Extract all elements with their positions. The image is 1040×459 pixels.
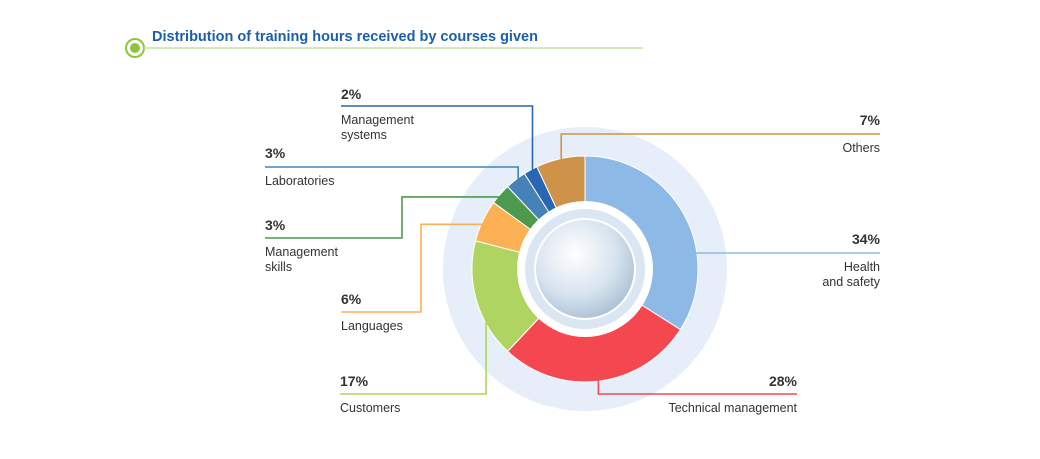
- slice-value-management-systems: 2%: [341, 86, 362, 102]
- leader-line-management-systems: [341, 105, 534, 174]
- slice-value-laboratories: 3%: [265, 145, 286, 161]
- slice-value-others: 7%: [860, 112, 881, 128]
- leader-line-languages: [341, 223, 490, 313]
- slice-label-languages: Languages: [341, 319, 403, 333]
- slice-label-laboratories: Laboratories: [265, 174, 335, 188]
- slice-label-management-skills: skills: [265, 260, 292, 274]
- slice-value-health-and-safety: 34%: [852, 231, 881, 247]
- slice-label-health-and-safety: and safety: [822, 275, 880, 289]
- chart-header: Distribution of training hours received …: [125, 29, 643, 58]
- leader-line-technical-management: [597, 375, 797, 395]
- leader-line-management-skills: [265, 196, 504, 239]
- leader-lines: [265, 105, 880, 395]
- slice-label-technical-management: Technical management: [668, 401, 797, 415]
- leader-line-laboratories: [265, 166, 519, 183]
- slice-label-management-skills: Management: [265, 245, 338, 259]
- slice-value-technical-management: 28%: [769, 373, 798, 389]
- leader-line-others: [560, 133, 880, 163]
- slice-value-customers: 17%: [340, 373, 369, 389]
- chart-title: Distribution of training hours received …: [152, 29, 538, 45]
- slice-label-management-systems: Management: [341, 113, 414, 127]
- slice-label-customers: Customers: [340, 401, 400, 415]
- slice-value-languages: 6%: [341, 291, 362, 307]
- title-marker-dot: [130, 43, 140, 53]
- leader-line-customers: [340, 297, 487, 395]
- slice-label-management-systems: systems: [341, 128, 387, 142]
- slice-value-management-skills: 3%: [265, 217, 286, 233]
- donut-center-disc: [534, 218, 636, 320]
- slice-label-others: Others: [842, 141, 880, 155]
- slice-label-health-and-safety: Health: [844, 260, 880, 274]
